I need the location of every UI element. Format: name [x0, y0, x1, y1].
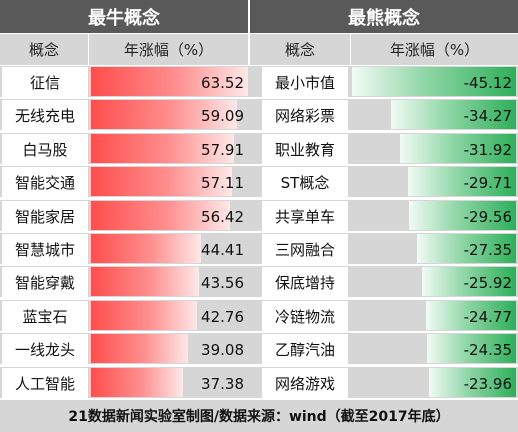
bull-value-label: 57.91	[201, 140, 244, 159]
bear-concept-label: 职业教育	[262, 134, 348, 165]
bear-concept-label: 三网融合	[262, 234, 348, 265]
bull-value-label: 39.08	[201, 340, 244, 359]
bear-value-label: -45.12	[463, 73, 512, 92]
bear-bar	[409, 201, 516, 230]
bull-concept-label: 智能交通	[2, 167, 88, 198]
bear-concept-label: 冷链物流	[262, 301, 348, 332]
bull-concept-label: 一线龙头	[2, 334, 88, 365]
bear-title: 最熊概念	[250, 0, 518, 33]
bear-concept-label: 最小市值	[262, 67, 348, 98]
bull-value-label: 42.76	[201, 307, 244, 326]
bull-concept-label: 白马股	[2, 134, 88, 165]
bull-value-label: 63.52	[201, 73, 244, 92]
bull-bar	[91, 334, 188, 363]
bull-concept-label: 智能家居	[2, 201, 88, 232]
bear-bar	[427, 334, 516, 363]
bear-value-label: -24.77	[463, 307, 512, 326]
bear-concept-label: ST概念	[262, 167, 348, 198]
bull-value-label: 37.38	[201, 374, 244, 393]
bear-bar	[429, 368, 516, 397]
bull-value-label: 59.09	[201, 106, 244, 125]
bear-concept-label: 保底增持	[262, 267, 348, 298]
bear-value-label: -34.27	[463, 106, 512, 125]
bull-concept-label: 无线充电	[2, 100, 88, 131]
bear-value-label: -29.56	[463, 207, 512, 226]
bull-concept-label: 征信	[2, 67, 88, 98]
bear-value-label: -27.35	[463, 240, 512, 259]
bull-concept-label: 智能穿戴	[2, 267, 88, 298]
bear-value-label: -23.96	[463, 374, 512, 393]
bull-value-label: 56.42	[201, 207, 244, 226]
bull-value-label: 57.11	[201, 173, 244, 192]
bear-concept-label: 乙醇汽油	[262, 334, 348, 365]
bull-concept-label: 蓝宝石	[2, 301, 88, 332]
bull-bar	[91, 267, 199, 296]
bull-bar	[91, 234, 201, 263]
bull-col-concept: 概念	[0, 34, 88, 65]
bull-bar	[91, 167, 232, 196]
bear-concept-label: 网络游戏	[262, 368, 348, 399]
bull-bar	[91, 201, 230, 230]
bear-bar	[408, 167, 516, 196]
bear-value-label: -31.92	[463, 140, 512, 159]
bull-value-label: 44.41	[201, 240, 244, 259]
bear-col-concept: 概念	[250, 34, 350, 65]
bull-concept-label: 智慧城市	[2, 234, 88, 265]
bear-bar	[422, 267, 516, 296]
bull-bar	[91, 100, 237, 129]
bear-bar	[400, 134, 516, 163]
bear-bar	[417, 234, 516, 263]
bear-bar	[426, 301, 516, 330]
bull-concept-label: 人工智能	[2, 368, 88, 399]
bull-value-label: 43.56	[201, 273, 244, 292]
bear-bar	[391, 100, 516, 129]
bull-bar	[91, 301, 197, 330]
bull-title: 最牛概念	[0, 0, 248, 33]
bear-value-label: -25.92	[463, 273, 512, 292]
bear-col-change: 年涨幅（%）	[351, 34, 518, 65]
bear-value-label: -24.35	[463, 340, 512, 359]
bear-concept-label: 网络彩票	[262, 100, 348, 131]
bear-concept-label: 共享单车	[262, 201, 348, 232]
bull-bar	[91, 368, 183, 397]
bull-bar	[91, 134, 234, 163]
bull-col-change: 年涨幅（%）	[89, 34, 248, 65]
bear-bar	[352, 67, 516, 96]
bull-bar	[91, 67, 248, 96]
bear-value-label: -29.71	[463, 173, 512, 192]
source-footer: 21数据新闻实验室制图/数据来源：wind（截至2017年底）	[0, 400, 518, 432]
